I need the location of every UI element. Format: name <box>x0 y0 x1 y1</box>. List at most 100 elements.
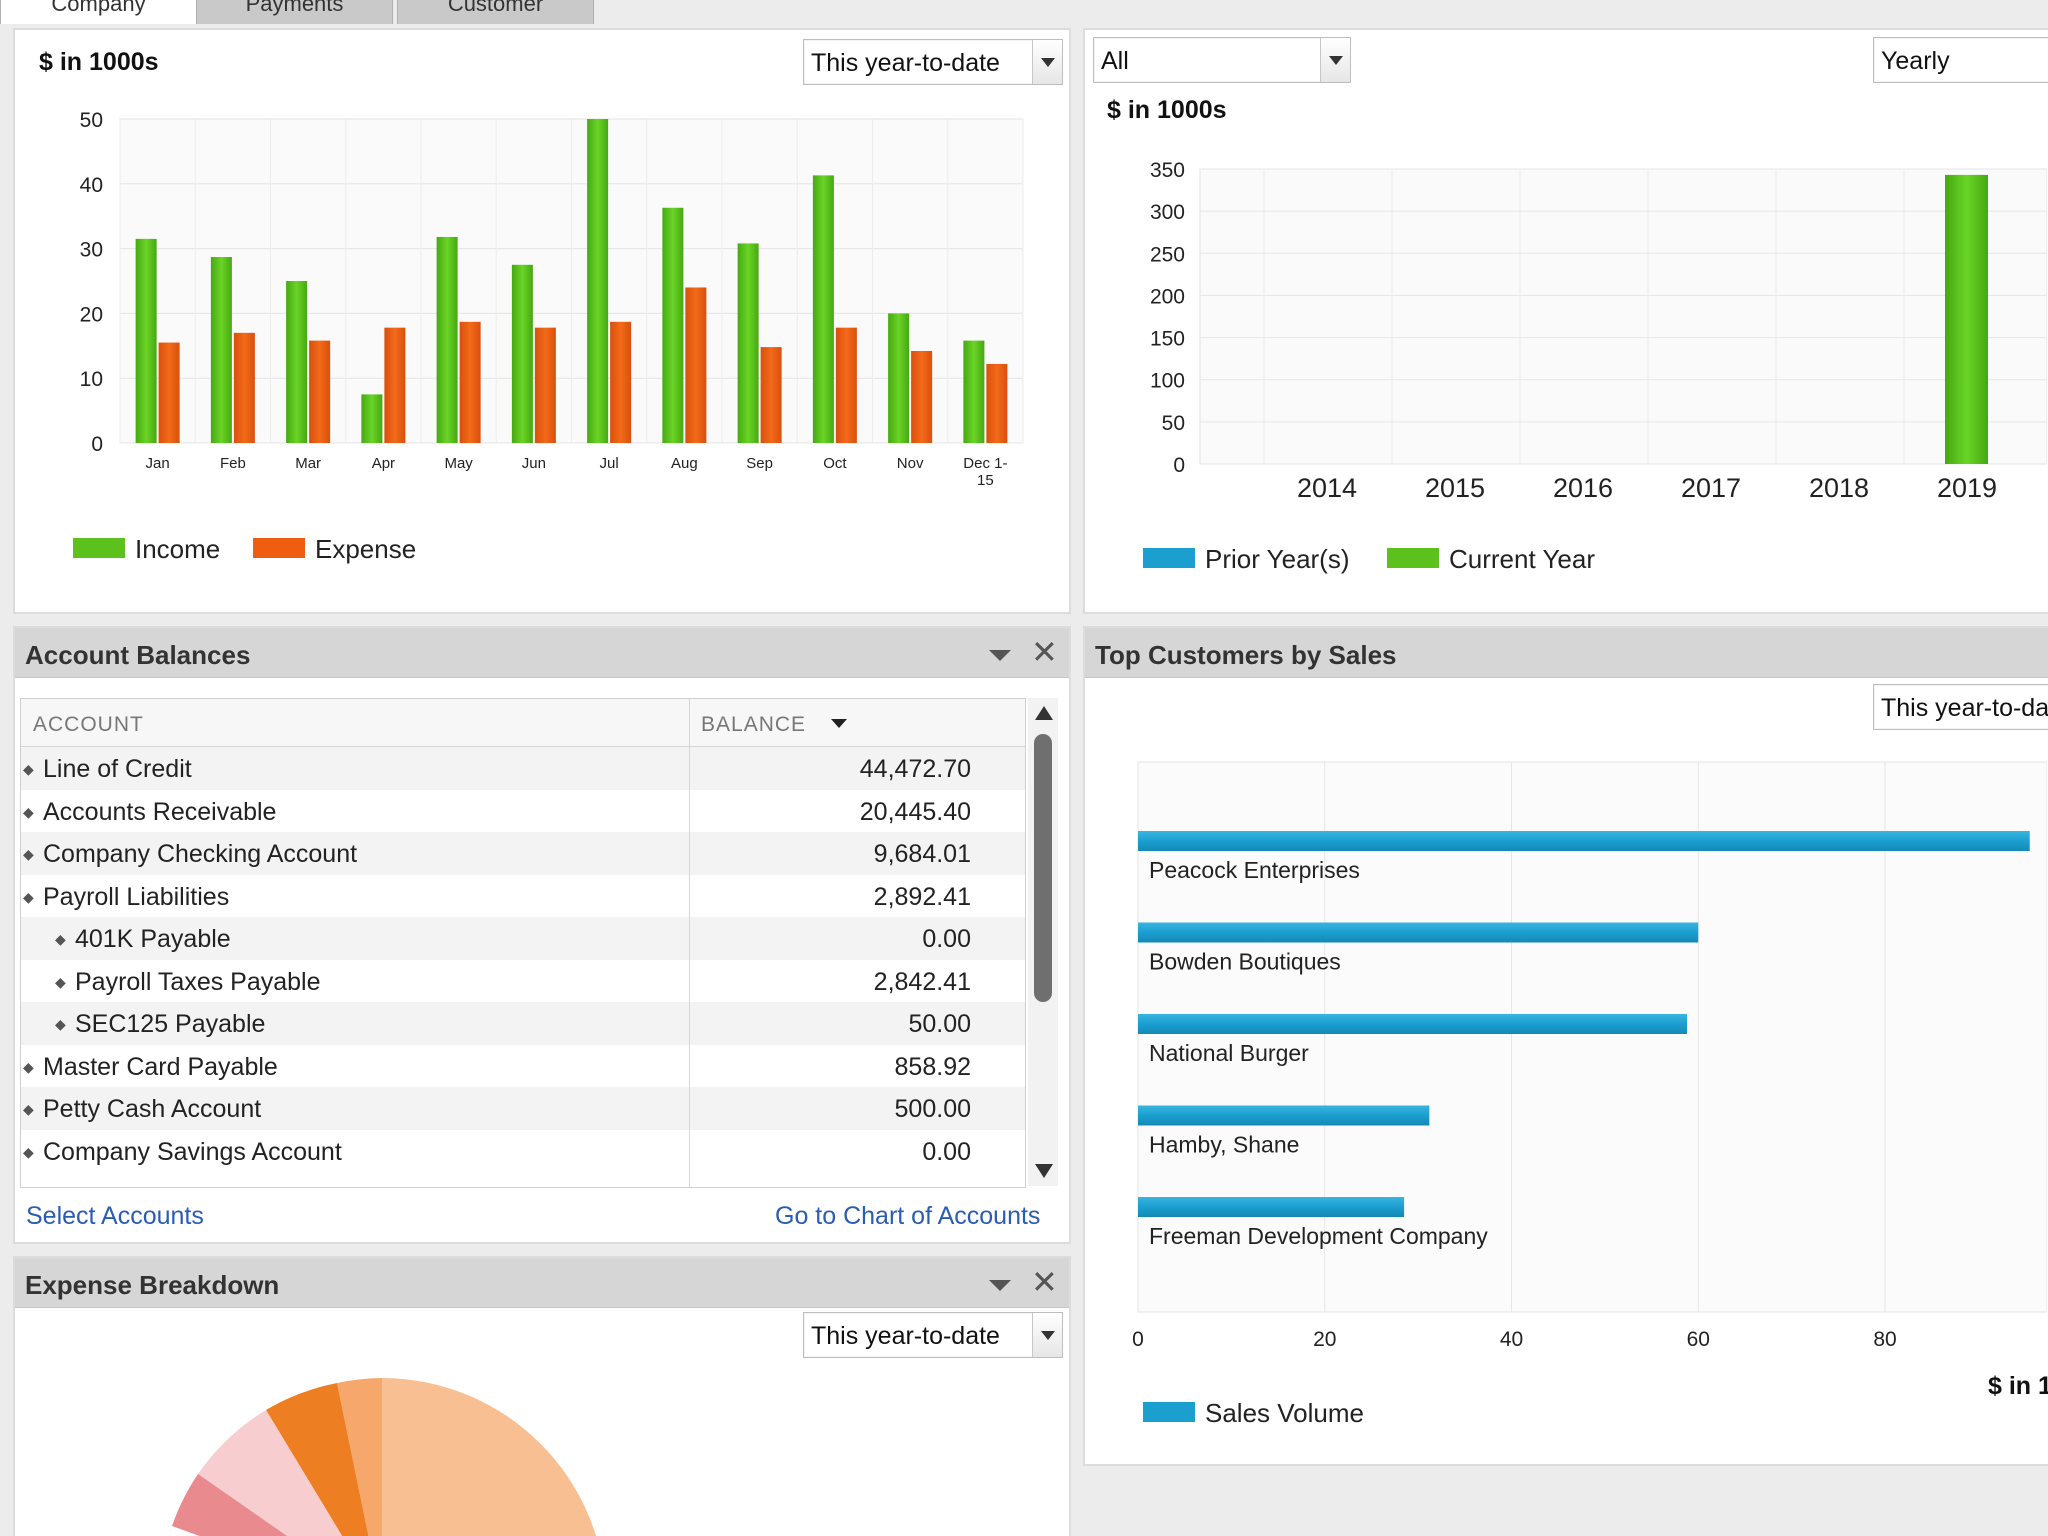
row-bullet-icon: ◆ <box>55 931 66 947</box>
expense-bar <box>835 327 857 443</box>
tab-company[interactable]: Company <box>0 0 197 24</box>
chevron-down-icon[interactable] <box>1032 1313 1062 1357</box>
x-tick-label: Oct <box>823 455 847 472</box>
customer-label: National Burger <box>1149 1040 1309 1066</box>
account-name: Payroll Liabilities <box>43 882 230 911</box>
table-row[interactable]: ◆ Payroll Taxes Payable 2,842.41 <box>21 960 1025 1003</box>
row-bullet-icon: ◆ <box>23 1101 34 1117</box>
table-header: ACCOUNT BALANCE <box>21 699 1025 747</box>
row-bullet-icon: ◆ <box>23 761 34 777</box>
income-bar <box>135 238 157 443</box>
y-tick-label: 100 <box>1150 370 1185 393</box>
account-name: Company Checking Account <box>43 840 358 868</box>
y-tick-label: 300 <box>1150 201 1185 224</box>
x-tick-label: May <box>444 455 473 472</box>
table-row[interactable]: ◆ Company Checking Account 9,684.01 <box>21 832 1025 875</box>
pie-slice <box>382 1378 596 1536</box>
column-header-balance[interactable]: BALANCE <box>701 713 807 736</box>
period-value: This year-to-date <box>811 49 1000 77</box>
scroll-thumb[interactable] <box>1034 734 1052 1002</box>
x-tick-label: 2014 <box>1297 473 1357 503</box>
customer-label: Bowden Boutiques <box>1149 949 1341 975</box>
row-bullet-icon: ◆ <box>23 888 34 905</box>
pie-slice <box>172 1474 288 1536</box>
table-row[interactable]: ◆ Accounts Receivable 20,445.40 <box>21 790 1025 833</box>
y-tick-label: 20 <box>80 303 103 326</box>
close-icon[interactable]: ✕ <box>1031 634 1058 670</box>
period-dropdown[interactable]: This year-to-date <box>803 39 1063 85</box>
account-name: Line of Credit <box>43 755 192 783</box>
unit-label: $ in 1000s <box>39 48 159 76</box>
tab-customer[interactable]: Customer <box>397 0 594 24</box>
customer-label: Peacock Enterprises <box>1149 857 1360 883</box>
x-tick-label: 2016 <box>1553 473 1613 503</box>
income-bar <box>737 243 759 443</box>
sales-bar <box>1138 922 1699 943</box>
top-customers-panel: Top Customers by Sales This year-to-da 0… <box>1083 626 2048 1466</box>
sort-desc-icon[interactable] <box>831 719 847 728</box>
tab-payments[interactable]: Payments <box>196 0 393 24</box>
select-accounts-link[interactable]: Select Accounts <box>26 1202 204 1230</box>
legend-expense: Expense <box>253 534 416 565</box>
chart-of-accounts-link[interactable]: Go to Chart of Accounts <box>775 1202 1041 1230</box>
table-row[interactable]: ◆ Master Card Payable 858.92 <box>21 1045 1025 1088</box>
filter-value: All <box>1101 47 1129 75</box>
column-separator <box>689 747 690 1187</box>
account-name: Company Savings Account <box>43 1137 342 1166</box>
table-row[interactable]: ◆ Petty Cash Account 500.00 <box>21 1087 1025 1130</box>
x-tick-label: 80 <box>1873 1328 1896 1351</box>
chevron-down-icon[interactable] <box>1320 38 1350 82</box>
income-bar <box>511 264 533 443</box>
y-tick-label: 0 <box>91 433 103 456</box>
collapse-chevron-icon[interactable] <box>989 1280 1011 1291</box>
account-name: 401K Payable <box>75 925 231 953</box>
account-name: SEC125 Payable <box>75 1010 266 1038</box>
yearly-chart: 0 50 100 150 200 250 300 350 2014 2015 2016 2017 201… <box>1150 159 2047 503</box>
table-row[interactable]: ◆ Line of Credit 44,472.70 <box>21 747 1025 790</box>
y-tick-label: 350 <box>1150 159 1185 182</box>
panel-title: Account Balances <box>25 640 251 670</box>
pie-slice <box>198 1410 343 1536</box>
x-tick-label: Mar <box>295 455 321 472</box>
legend-sales-volume: Sales Volume <box>1143 1398 1364 1429</box>
period-dropdown[interactable]: This year-to-da <box>1873 684 2048 730</box>
legend-income: Income <box>73 534 220 565</box>
chevron-down-icon[interactable] <box>1032 40 1062 84</box>
table-scrollbar[interactable] <box>1028 698 1058 1186</box>
x-tick-label: 2019 <box>1937 473 1997 503</box>
account-balances-table: ACCOUNT BALANCE ◆ Line of Credit 44,472.70… <box>20 698 1026 1188</box>
panel-title: Expense Breakdown <box>25 1270 280 1300</box>
collapse-chevron-icon[interactable] <box>989 650 1011 661</box>
sales-bar <box>1138 1197 1405 1217</box>
close-icon[interactable]: ✕ <box>1031 1264 1058 1300</box>
period-value: This year-to-da <box>1881 694 2048 722</box>
expense-bar <box>610 321 632 443</box>
row-bullet-icon: ◆ <box>23 803 34 820</box>
table-row[interactable]: ◆ Payroll Liabilities 2,892.41 <box>21 875 1025 918</box>
income-bar <box>963 340 985 443</box>
interval-dropdown[interactable]: Yearly <box>1873 37 2048 83</box>
scroll-down-icon[interactable] <box>1035 1164 1053 1178</box>
sales-bar <box>1138 1014 1688 1034</box>
tab-label: Customer <box>447 0 544 16</box>
interval-value: Yearly <box>1881 47 1950 75</box>
column-separator <box>689 699 690 747</box>
account-balance: 500.00 <box>894 1095 971 1123</box>
x-tick-label: Nov <box>897 455 924 472</box>
income-bar <box>888 313 910 443</box>
table-row[interactable]: ◆ SEC125 Payable 50.00 <box>21 1002 1025 1045</box>
y-tick-label: 30 <box>80 239 103 262</box>
expense-bar <box>233 332 255 443</box>
plot-area <box>1137 761 2047 1313</box>
account-name: Petty Cash Account <box>43 1095 262 1123</box>
x-tick-label: 0 <box>1132 1328 1144 1351</box>
scroll-up-icon[interactable] <box>1035 706 1053 720</box>
period-dropdown[interactable]: This year-to-date <box>803 1312 1063 1358</box>
column-header-account[interactable]: ACCOUNT <box>33 713 144 736</box>
filter-dropdown[interactable]: All <box>1093 37 1351 83</box>
account-balance: 2,842.41 <box>873 967 971 996</box>
sales-bar <box>1138 1105 1430 1126</box>
table-row[interactable]: ◆ Company Savings Account 0.00 <box>21 1130 1025 1173</box>
table-row[interactable]: ◆ 401K Payable 0.00 <box>21 917 1025 960</box>
account-balance: 20,445.40 <box>859 797 971 826</box>
